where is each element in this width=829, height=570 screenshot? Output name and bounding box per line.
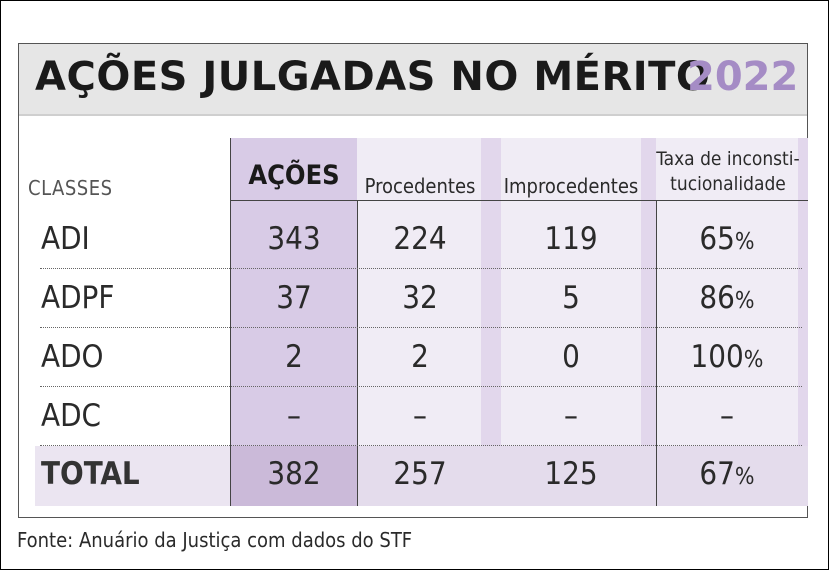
page-title: AÇÕES JULGADAS NO MÉRITO [35,54,711,100]
cell-procedentes: 32 [402,280,438,316]
header-divider [230,200,808,201]
cell-improcedentes: – [564,398,578,434]
header-improcedentes: Improcedentes [503,174,639,198]
total-row-bg [35,446,231,506]
header-taxa: Taxa de inconsti- tucionalidade [651,147,805,197]
percent-sign: % [743,347,764,373]
header-taxa-line2: tucionalidade [670,173,786,195]
cell-acoes: – [287,398,301,434]
taxa-value: 100 [690,339,744,375]
header-taxa-line1: Taxa de inconsti- [656,148,800,170]
row-separator [40,327,802,328]
taxa-value: 86 [699,280,735,316]
cell-taxa: 65% [656,221,798,257]
column-separator-strip [798,138,808,506]
acoes-column-bg [231,138,357,506]
cell-procedentes: 224 [393,221,447,257]
title-bar: AÇÕES JULGADAS NO MÉRITO 2022 [19,44,807,116]
cell-taxa: 86% [656,280,798,316]
percent-sign: % [734,464,755,490]
column-separator-strip [641,138,656,506]
procedentes-column-bg [357,138,481,506]
column-divider [357,200,358,506]
title-year: 2022 [687,54,799,100]
acoes-total-bg [231,446,357,506]
source-footer: Fonte: Anuário da Justiça com dados do S… [17,528,413,552]
header-acoes: AÇÕES [248,160,340,191]
cell-taxa: 100% [656,339,798,375]
cell-taxa-total: 67% [656,456,798,492]
row-label-adc: ADC [41,398,102,434]
improcedentes-column-bg [501,138,641,506]
cell-acoes: 37 [276,280,312,316]
cell-improcedentes: 119 [544,221,598,257]
header-classes: CLASSES [28,176,113,200]
row-label-adpf: ADPF [41,280,115,316]
cell-procedentes: – [413,398,427,434]
percent-sign: % [734,288,755,314]
percent-sign: % [734,229,755,255]
cell-acoes-total: 382 [267,456,321,492]
cell-improcedentes-total: 125 [544,456,598,492]
cell-acoes: 2 [285,339,303,375]
row-separator [40,268,802,269]
column-divider [230,138,231,506]
taxa-value: 67 [699,456,735,492]
row-separator [40,445,802,446]
row-label-ado: ADO [41,339,104,375]
taxa-value: 65 [699,221,735,257]
row-label-total: TOTAL [41,456,140,492]
row-separator [40,386,802,387]
column-separator-strip [481,138,501,506]
cell-improcedentes: 0 [562,339,580,375]
cell-taxa: – [656,398,798,434]
total-row-bg [357,446,808,506]
header-procedentes: Procedentes [364,174,476,198]
cell-procedentes: 2 [411,339,429,375]
row-label-adi: ADI [41,221,90,257]
cell-procedentes-total: 257 [393,456,447,492]
cell-acoes: 343 [267,221,321,257]
taxa-column-bg [656,138,798,506]
column-divider [656,200,657,506]
taxa-value: – [720,398,734,434]
cell-improcedentes: 5 [562,280,580,316]
